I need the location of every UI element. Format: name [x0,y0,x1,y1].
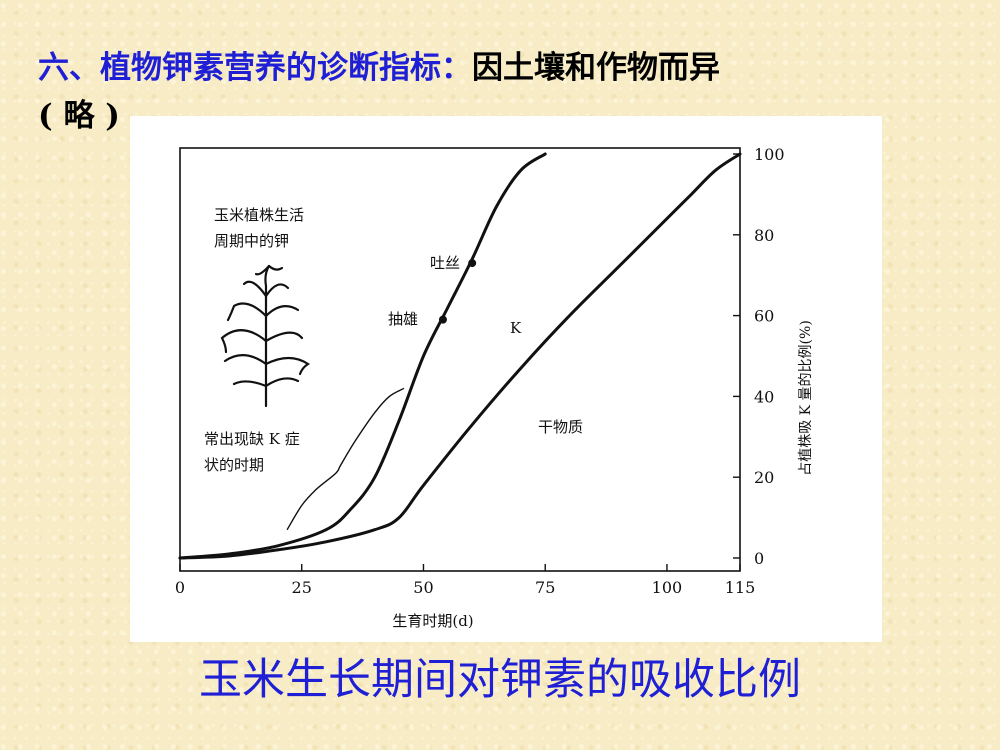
stage-marker-0 [438,315,447,324]
series-line-1 [178,152,742,560]
series-label-k: K [510,319,522,337]
deficiency-period-curve [286,387,405,531]
y-axis-label: 占植株吸 K 量的比例(%) [798,320,814,476]
x-tick-label-0: 0 [175,578,185,597]
chart-title-line-1: 玉米植株生活 [214,206,304,224]
series-line-0 [178,152,547,560]
x-tick-label-1: 25 [292,578,312,597]
stage-label-silking: 吐丝 [430,254,460,272]
chart-figure: 0 25 50 75 100 115 0 20 40 60 80 100 生育时期(d) 占植株吸 … [130,116,882,642]
x-axis-label: 生育时期(d) [392,612,473,630]
heading-line-2: ( 略 ) [38,98,120,134]
stage-label-tasseling: 抽雄 [388,310,418,328]
corn-plant-icon [220,264,310,408]
y-tick-label-2: 40 [754,387,774,406]
plot-frame [179,147,741,572]
y-tick-label-1: 20 [754,468,774,487]
y-tick-label-5: 100 [754,145,785,164]
x-tick-label-5: 115 [725,578,756,597]
heading-blue-text: 植物钾素营养的诊断指标： [100,50,472,86]
stage-marker-1 [468,259,477,268]
chart-title-line-2: 周期中的钾 [214,232,289,250]
y-tick-label-3: 60 [754,307,774,326]
x-tick-label-2: 50 [413,578,433,597]
x-tick-label-3: 75 [535,578,555,597]
series-label-dry-matter: 干物质 [538,418,583,436]
y-tick-label-0: 0 [754,549,764,568]
slide-caption: 玉米生长期间对钾素的吸收比例 [199,655,801,705]
slide-heading: 六、植物钾素营养的诊断指标：因土壤和作物而异 ( 略 ) [38,44,978,140]
y-tick-label-4: 80 [754,226,774,245]
annotation-line-2: 状的时期 [204,456,264,474]
heading-line-1: 六、植物钾素营养的诊断指标：因土壤和作物而异 [38,44,978,92]
annotation-line-1: 常出现缺 K 症 [204,430,300,448]
potassium-uptake-chart: 0 25 50 75 100 115 0 20 40 60 80 100 生育时期(d) 占植株吸 … [175,145,814,630]
heading-black-text: 因土壤和作物而异 [472,50,720,86]
x-tick-label-4: 100 [652,578,683,597]
heading-prefix: 六、 [38,50,100,86]
